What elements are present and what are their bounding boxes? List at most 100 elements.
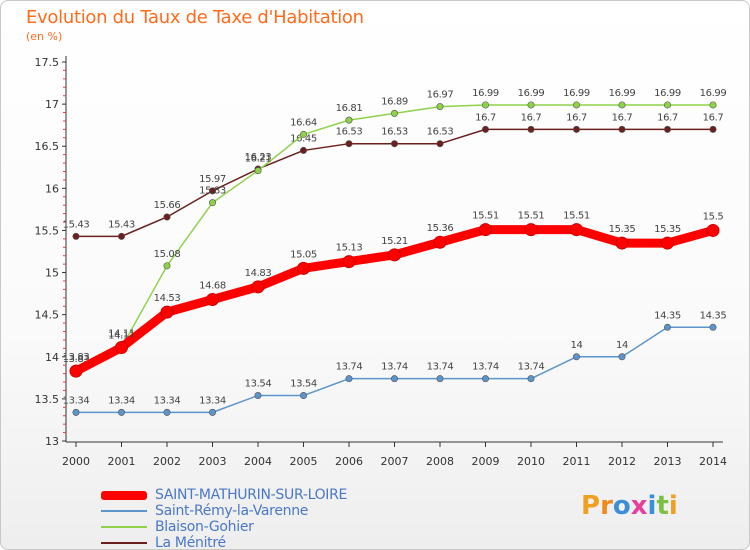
logo-letter: x xyxy=(630,491,648,521)
y-tick-label: 16.5 xyxy=(35,140,60,153)
data-point xyxy=(209,408,217,416)
data-point xyxy=(436,140,444,148)
y-tick-label: 17 xyxy=(45,98,59,111)
data-point xyxy=(72,408,80,416)
logo-letter: t xyxy=(656,491,669,521)
data-point xyxy=(342,255,356,269)
data-label: 15.43 xyxy=(108,219,135,230)
data-label: 14 xyxy=(571,340,583,351)
x-tick-label: 2014 xyxy=(699,455,727,468)
data-point xyxy=(206,293,219,307)
proxiti-logo: Proxiti xyxy=(581,491,678,521)
x-tick-label: 2000 xyxy=(62,455,90,468)
data-point xyxy=(299,130,307,138)
data-label: 15.83 xyxy=(199,186,226,197)
chart-subtitle: (en %) xyxy=(26,30,63,43)
data-point xyxy=(72,232,80,240)
data-label: 16.21 xyxy=(245,154,272,165)
x-tick-label: 2001 xyxy=(108,455,136,468)
data-label: 16.99 xyxy=(518,88,545,99)
data-point xyxy=(572,353,580,361)
data-label: 13.83 xyxy=(63,354,90,365)
data-label: 16.89 xyxy=(381,96,408,107)
x-tick-label: 2011 xyxy=(563,455,591,468)
y-tick-label: 15.5 xyxy=(35,224,60,237)
legend-label: Blaison-Gohier xyxy=(155,519,254,535)
y-tick-label: 13.5 xyxy=(35,393,60,406)
data-point xyxy=(390,109,398,117)
data-label: 13.74 xyxy=(336,362,363,373)
data-label: 16.7 xyxy=(703,112,724,123)
data-point xyxy=(390,375,398,383)
data-point xyxy=(251,280,265,294)
data-point xyxy=(481,125,489,133)
data-point xyxy=(572,101,580,109)
x-tick-label: 2012 xyxy=(608,455,636,468)
data-point xyxy=(618,125,626,133)
logo-letter: i xyxy=(668,491,678,521)
data-point xyxy=(709,125,717,133)
legend-swatch xyxy=(101,526,147,528)
data-label: 15.13 xyxy=(336,243,363,254)
data-point xyxy=(163,213,171,221)
data-point xyxy=(481,375,489,383)
chart-legend: SAINT-MATHURIN-SUR-LOIRE Saint-Rémy-la-Va… xyxy=(101,487,348,549)
data-point xyxy=(118,232,126,240)
data-point xyxy=(433,235,447,249)
data-label: 16.53 xyxy=(336,127,363,138)
data-label: 16.97 xyxy=(427,90,454,101)
data-point xyxy=(118,408,126,416)
legend-item: Saint-Rémy-la-Varenne xyxy=(101,503,347,519)
data-label: 16.23 xyxy=(245,152,272,163)
legend-swatch xyxy=(101,510,147,512)
data-point xyxy=(297,261,310,275)
legend-label: SAINT-MATHURIN-SUR-LOIRE xyxy=(155,487,348,503)
data-label: 13.83 xyxy=(63,352,90,363)
data-label: 15.97 xyxy=(199,174,226,185)
data-label: 16.99 xyxy=(472,88,499,99)
data-label: 13.34 xyxy=(154,395,181,406)
data-label: 13.74 xyxy=(518,362,545,373)
data-point xyxy=(709,101,717,109)
x-tick-label: 2013 xyxy=(654,455,682,468)
y-tick-label: 13 xyxy=(45,435,59,448)
data-label: 16.7 xyxy=(612,112,633,123)
data-point xyxy=(618,353,626,361)
data-point xyxy=(706,223,720,237)
data-label: 15.35 xyxy=(609,224,636,235)
data-label: 14 xyxy=(616,340,628,351)
x-tick-label: 2009 xyxy=(472,455,500,468)
data-point xyxy=(388,248,401,262)
data-point xyxy=(572,125,580,133)
legend-swatch xyxy=(101,542,147,544)
data-point xyxy=(345,375,353,383)
data-point xyxy=(345,140,353,148)
data-point xyxy=(661,236,674,250)
logo-letter: o xyxy=(612,491,631,521)
logo-letter: P xyxy=(581,491,601,521)
x-tick-label: 2005 xyxy=(290,455,318,468)
data-label: 16.7 xyxy=(475,112,496,123)
logo-letter: i xyxy=(647,491,657,521)
data-point xyxy=(254,392,262,400)
data-label: 14.11 xyxy=(108,329,135,340)
data-label: 16.99 xyxy=(563,88,590,99)
data-label: 13.34 xyxy=(63,395,90,406)
data-point xyxy=(524,223,538,237)
data-point xyxy=(479,223,492,237)
data-label: 16.7 xyxy=(566,112,587,123)
data-label: 16.81 xyxy=(336,103,363,114)
data-label: 15.51 xyxy=(518,211,545,222)
data-point xyxy=(570,223,583,237)
data-point xyxy=(481,101,489,109)
y-tick-label: 14.5 xyxy=(35,309,60,322)
data-label: 16.99 xyxy=(700,88,727,99)
x-tick-label: 2007 xyxy=(381,455,409,468)
data-label: 15.08 xyxy=(154,249,181,260)
data-point xyxy=(663,125,671,133)
data-label: 16.64 xyxy=(290,117,317,128)
data-label: 14.53 xyxy=(154,293,181,304)
y-tick-label: 15 xyxy=(45,267,59,280)
data-label: 13.54 xyxy=(290,379,317,390)
